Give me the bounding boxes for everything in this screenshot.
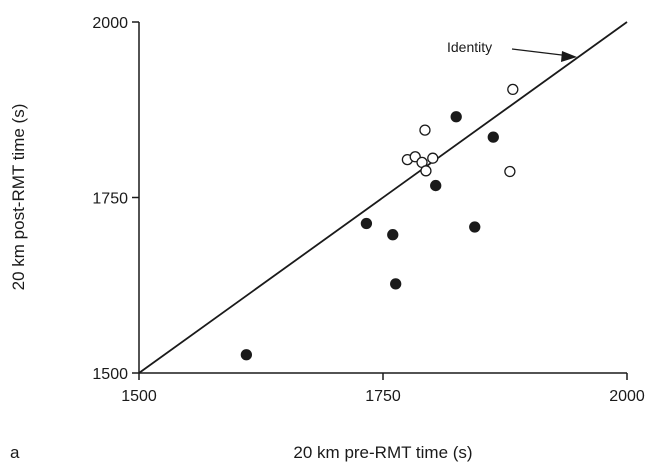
identity-annotation: Identity [447, 39, 577, 62]
x-tick-label: 1750 [365, 388, 401, 405]
open-data-point [504, 165, 516, 178]
y-tick-label: 2000 [92, 15, 128, 32]
filled-data-point [487, 131, 499, 143]
filled-data-point [450, 111, 462, 123]
x-tick-label: 2000 [609, 388, 645, 405]
open-data-point [419, 124, 431, 136]
identity-label: Identity [447, 39, 492, 55]
y-axis-label: 20 km post-RMT time (s) [9, 104, 28, 291]
x-axis-label: 20 km pre-RMT time (s) [293, 443, 472, 462]
x-axis-ticks: 1500 1750 2000 [121, 373, 645, 405]
y-tick-label: 1750 [92, 191, 128, 208]
x-tick-label: 1500 [121, 388, 157, 405]
y-tick-label: 1500 [92, 366, 128, 383]
plot-area: 1500 1750 2000 1500 1750 2000 Identity [92, 15, 644, 405]
identity-line [138, 21, 628, 374]
filled-data-point [387, 229, 399, 241]
filled-data-point [240, 349, 253, 361]
open-data-point [507, 83, 519, 96]
filled-data-point [430, 179, 442, 192]
filled-data-point [390, 278, 402, 290]
open-data-point [420, 165, 432, 177]
identity-arrowhead [561, 51, 577, 62]
y-axis-ticks: 1500 1750 2000 [92, 15, 139, 383]
filled-data-point [469, 221, 481, 233]
open-data-point [427, 152, 439, 164]
data-points [240, 83, 519, 361]
filled-data-point [360, 217, 373, 230]
identity-arrow-shaft [511, 48, 571, 57]
panel-label: a [10, 443, 20, 462]
